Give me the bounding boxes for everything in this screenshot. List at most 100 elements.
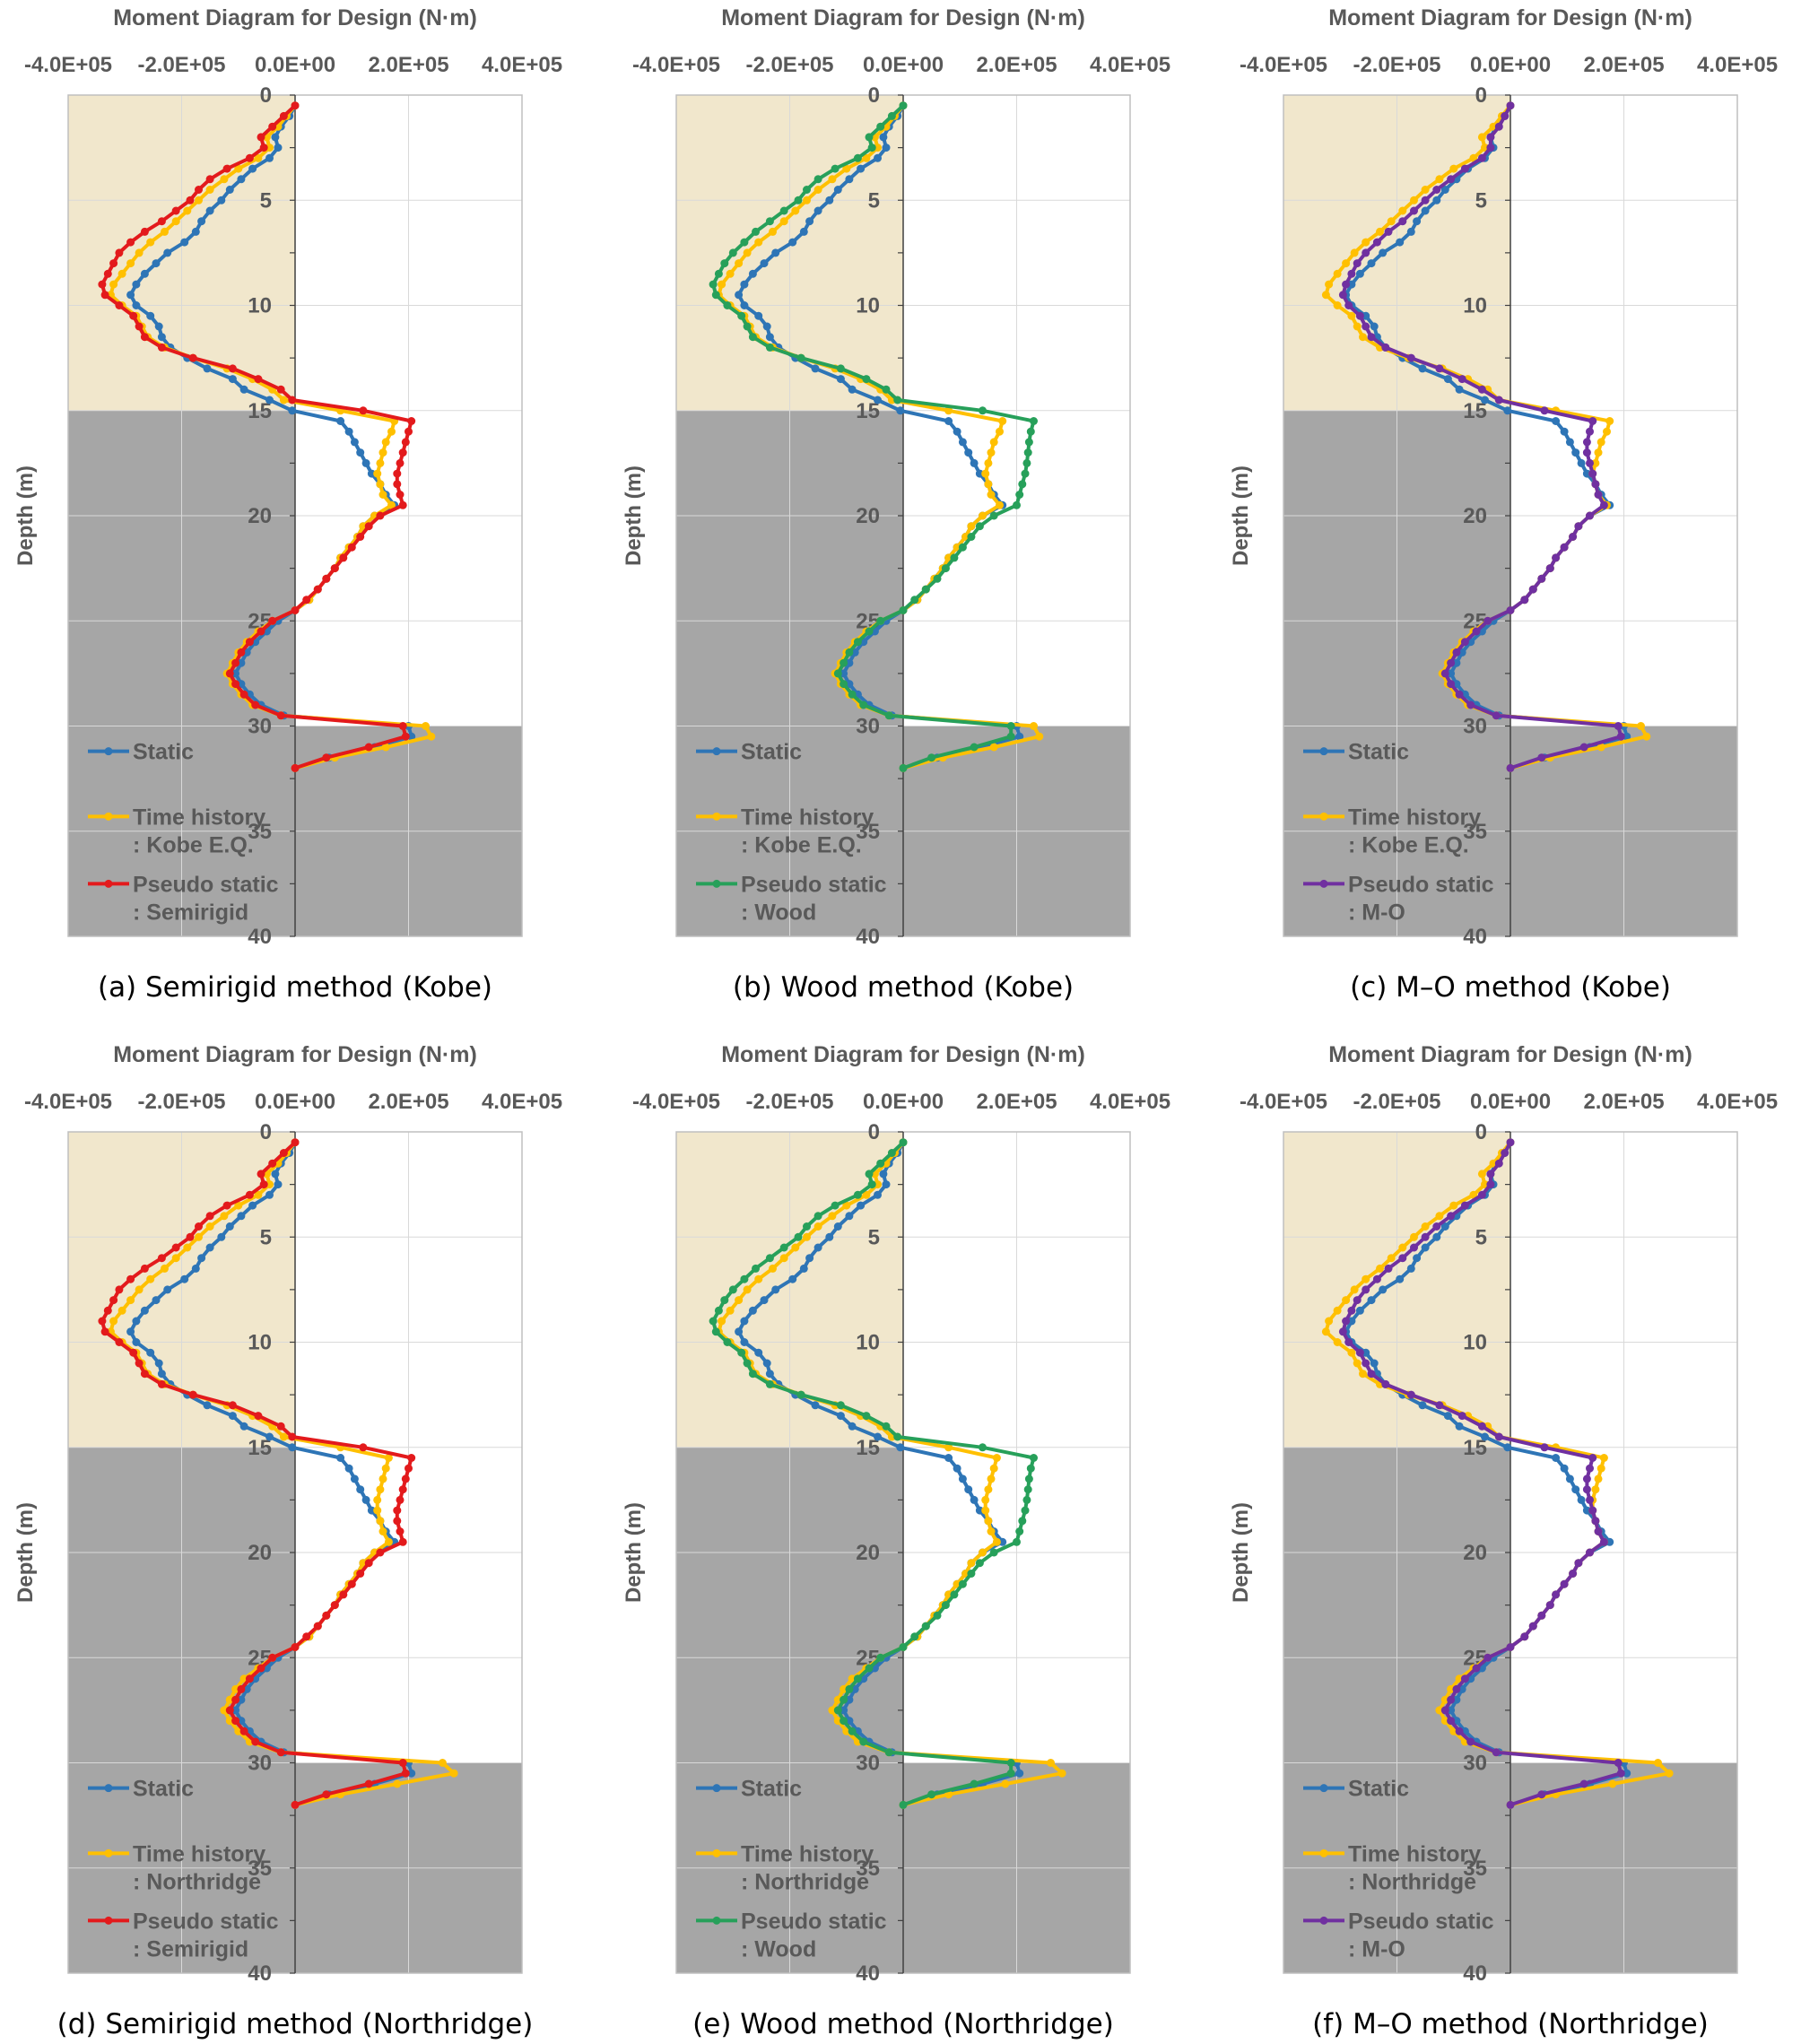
- data-point: [1057, 1769, 1066, 1778]
- y-tick-label: 40: [1463, 1961, 1487, 1986]
- data-point: [231, 680, 240, 689]
- data-point: [291, 101, 300, 110]
- data-point: [987, 1474, 996, 1483]
- data-point: [1321, 1327, 1330, 1336]
- data-point: [941, 1601, 950, 1610]
- legend-marker: [712, 1848, 721, 1857]
- data-point: [769, 227, 777, 236]
- data-point: [882, 385, 891, 394]
- data-point: [1582, 448, 1591, 457]
- data-point: [222, 1201, 231, 1210]
- data-point: [765, 1370, 774, 1379]
- data-point: [205, 1222, 214, 1231]
- figure-caption: (c) M–O method (Kobe): [1350, 971, 1671, 1004]
- data-point: [115, 1285, 124, 1294]
- data-point: [322, 753, 331, 762]
- data-point: [964, 448, 973, 457]
- legend-label: : Semirigid: [133, 1936, 248, 1961]
- data-point: [950, 553, 959, 562]
- data-point: [874, 1180, 882, 1189]
- y-axis-label: Depth (m): [622, 1502, 646, 1603]
- data-point: [1353, 1359, 1362, 1368]
- data-point: [1455, 385, 1464, 394]
- data-point: [231, 658, 240, 667]
- data-point: [1623, 1769, 1631, 1778]
- data-point: [1338, 1327, 1347, 1336]
- x-tick-label: 2.0E+05: [1583, 1090, 1664, 1114]
- data-point: [921, 1622, 930, 1631]
- data-point: [845, 658, 854, 667]
- data-point: [1560, 1579, 1569, 1588]
- data-point: [896, 406, 905, 415]
- data-point: [188, 1390, 197, 1399]
- data-point: [862, 1190, 871, 1199]
- data-point: [1477, 385, 1486, 394]
- legend-label: Static: [133, 740, 194, 765]
- data-point: [805, 1254, 814, 1263]
- data-point: [927, 753, 936, 762]
- data-point: [276, 1422, 285, 1431]
- data-point: [762, 322, 771, 331]
- data-point: [975, 1506, 984, 1515]
- data-point: [1577, 458, 1586, 467]
- y-tick-label: 10: [856, 294, 880, 318]
- data-point: [1455, 690, 1464, 699]
- data-point: [1015, 1769, 1024, 1778]
- y-tick-label: 20: [856, 1541, 880, 1565]
- data-point: [115, 1338, 124, 1346]
- data-point: [279, 111, 288, 120]
- data-point: [859, 1737, 868, 1746]
- data-point: [1344, 1338, 1353, 1346]
- data-point: [398, 1485, 407, 1494]
- data-point: [887, 1149, 896, 1157]
- data-point: [1410, 196, 1418, 204]
- data-point: [268, 1159, 277, 1168]
- y-tick-label: 30: [856, 715, 880, 739]
- data-point: [984, 458, 993, 467]
- series-line: [1341, 1141, 1623, 1807]
- data-point: [1006, 1769, 1015, 1778]
- data-point: [220, 1212, 229, 1221]
- data-point: [393, 1779, 402, 1788]
- data-point: [992, 1537, 1001, 1546]
- data-point: [857, 164, 866, 173]
- data-point: [831, 1201, 840, 1210]
- data-point: [239, 690, 248, 699]
- data-point: [132, 280, 141, 289]
- data-point: [867, 144, 876, 152]
- data-point: [958, 1474, 967, 1483]
- y-tick-label: 35: [248, 1857, 272, 1881]
- y-tick-label: 40: [856, 925, 880, 949]
- data-point: [359, 1443, 368, 1452]
- data-point: [1362, 1274, 1370, 1283]
- data-point: [876, 1653, 885, 1662]
- data-point: [398, 722, 407, 730]
- data-point: [1481, 1432, 1489, 1441]
- data-point: [231, 669, 240, 678]
- data-point: [718, 280, 726, 289]
- series-2: [1338, 101, 1625, 772]
- data-point: [1396, 238, 1405, 247]
- data-point: [1024, 1474, 1033, 1483]
- data-point: [157, 343, 166, 352]
- series-line: [109, 1141, 457, 1807]
- data-point: [1579, 1779, 1588, 1788]
- data-point: [865, 133, 874, 142]
- data-point: [350, 1474, 359, 1483]
- data-point: [899, 101, 908, 110]
- data-point: [865, 1170, 874, 1179]
- legend-marker: [712, 812, 721, 821]
- data-point: [276, 385, 285, 394]
- data-point: [718, 1317, 726, 1326]
- data-point: [254, 153, 263, 162]
- data-point: [1597, 438, 1605, 447]
- data-point: [103, 269, 112, 278]
- data-point: [1552, 1590, 1561, 1599]
- data-point: [1026, 427, 1035, 436]
- data-point: [1440, 1717, 1449, 1726]
- data-point: [163, 248, 172, 257]
- data-point: [726, 269, 735, 278]
- data-point: [186, 1232, 195, 1241]
- legend-marker: [712, 1916, 721, 1925]
- data-point: [378, 448, 387, 457]
